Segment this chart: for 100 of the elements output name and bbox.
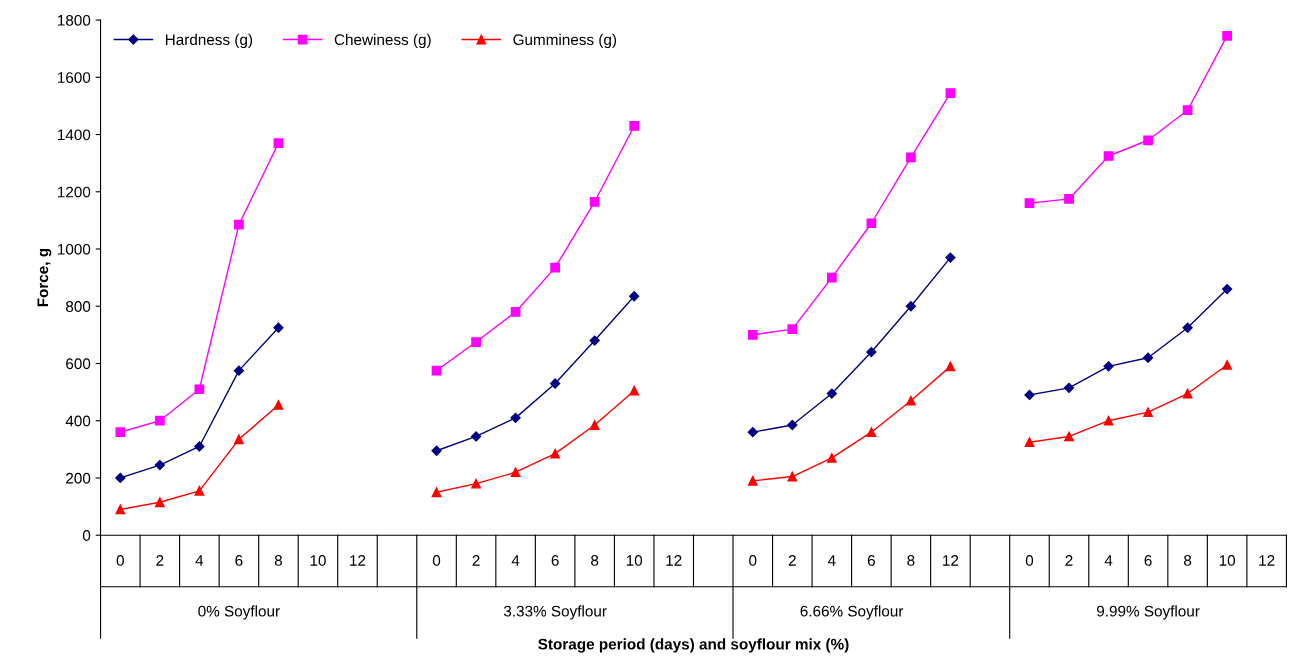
point (629, 385, 640, 396)
point (747, 475, 758, 486)
legend-label: Gumminess (g) (513, 33, 617, 49)
y-tick-label: 800 (66, 301, 91, 312)
x-tick-label: 4 (827, 555, 836, 566)
point (115, 427, 126, 438)
point (550, 378, 561, 389)
point (1063, 382, 1075, 393)
y-tick-label: 400 (65, 415, 91, 427)
point (194, 441, 205, 452)
point (747, 427, 758, 438)
point (1064, 431, 1074, 442)
point (1103, 415, 1114, 426)
point (1143, 407, 1153, 418)
y-tick-label: 1600 (58, 72, 91, 83)
point (194, 384, 205, 395)
x-tick-label: 10 (626, 555, 643, 566)
point (826, 272, 837, 283)
point (1182, 105, 1193, 116)
y-tick-label: 1800 (58, 14, 91, 26)
point (787, 324, 798, 335)
point (787, 419, 798, 431)
x-tick-label: 6 (867, 555, 875, 566)
y-tick-label: 1000 (58, 243, 91, 255)
point (234, 434, 244, 445)
point (273, 400, 284, 410)
x-tick-label: 4 (511, 555, 520, 566)
point (115, 472, 126, 484)
point (1103, 361, 1114, 372)
x-tick-label: 0 (116, 555, 124, 566)
y-tick-label: 1200 (58, 186, 91, 198)
point (866, 427, 877, 438)
point (906, 152, 916, 163)
point (431, 487, 442, 498)
point (1064, 194, 1074, 204)
x-tick-label: 0 (432, 555, 441, 566)
point (629, 291, 640, 302)
x-tick-label: 6 (235, 555, 243, 566)
point (510, 307, 521, 317)
y-axis-title: Force, g (37, 248, 52, 307)
x-tick-label: 8 (274, 555, 283, 566)
x-tick-label: 2 (156, 555, 164, 566)
point (471, 478, 481, 489)
x-tick-label: 2 (472, 555, 480, 566)
point (510, 467, 521, 478)
point (1222, 30, 1232, 41)
y-tick-label: 200 (66, 472, 91, 484)
y-tick-label: 600 (66, 358, 91, 370)
point (154, 459, 165, 471)
x-tick-label: 12 (350, 555, 366, 566)
point (589, 335, 600, 346)
point (826, 453, 837, 463)
text: 0% Soyflour (198, 605, 280, 620)
point (945, 361, 956, 372)
x-tick-label: 8 (1184, 555, 1192, 566)
point (273, 322, 284, 333)
point (115, 504, 126, 515)
x-tick-label: 10 (310, 555, 326, 566)
point (194, 485, 205, 496)
point (431, 365, 442, 376)
point (945, 252, 956, 263)
point (826, 388, 837, 399)
x-tick-label: 2 (788, 555, 796, 566)
x-axis-title: Storage period (days) and soyflour mix (%) (538, 638, 849, 653)
point (1182, 322, 1193, 333)
point (629, 121, 640, 131)
point (550, 448, 560, 459)
point (589, 420, 600, 430)
point (154, 497, 165, 508)
x-tick-label: 8 (907, 555, 915, 566)
point (431, 445, 442, 456)
x-tick-label: 12 (943, 555, 959, 566)
x-tick-label: 6 (1144, 555, 1152, 566)
text: 9.99% Soyflour (1096, 605, 1200, 620)
point (787, 471, 798, 482)
point (550, 262, 560, 273)
point (906, 395, 916, 406)
point (1222, 360, 1232, 370)
text: 6.66% Soyflour (800, 605, 904, 620)
point (1024, 437, 1035, 448)
point (471, 337, 481, 347)
x-tick-label: 4 (195, 555, 204, 566)
x-tick-label: 0 (749, 555, 757, 566)
point (866, 346, 877, 358)
x-tick-label: 6 (551, 555, 559, 566)
point (747, 330, 758, 340)
y-tick-label: 1400 (58, 129, 91, 141)
x-tick-label: 4 (1104, 555, 1113, 566)
point (945, 88, 956, 98)
legend-label: Hardness (g) (165, 33, 253, 49)
x-tick-label: 8 (591, 555, 599, 566)
point (1103, 151, 1114, 161)
point (510, 412, 521, 423)
point (589, 196, 600, 207)
point (1142, 352, 1154, 363)
y-tick-label: 0 (82, 530, 91, 541)
point (1182, 388, 1193, 399)
point (234, 219, 244, 230)
x-tick-label: 2 (1065, 555, 1073, 566)
legend-label: Chewiness (g) (334, 33, 431, 49)
